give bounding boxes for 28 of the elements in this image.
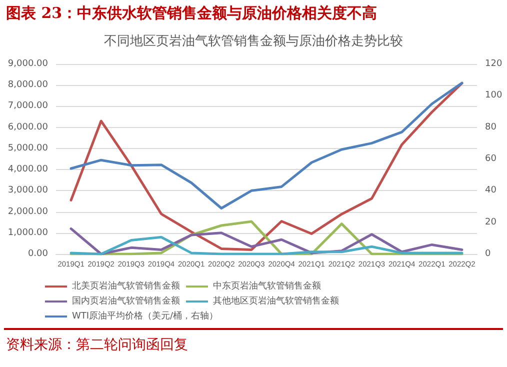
y-tick-label: 6,000.00 (8, 122, 48, 132)
y2-tick-label: 20 (485, 217, 497, 228)
line-series (70, 236, 464, 256)
y-tick-label: 1,000.00 (8, 228, 48, 238)
y-tick-label: 0.00 (28, 249, 48, 259)
y2-tick-label: 60 (485, 154, 497, 164)
y2-tick-label: 80 (485, 122, 497, 132)
chart-title: 图表 23：中东供水软管销售金额与原油价格相关度不高 (5, 3, 378, 24)
y-tick-label: 5,000.00 (8, 143, 48, 154)
y2-tick-label: 40 (485, 186, 497, 196)
y-tick-label: 9,000.00 (8, 59, 48, 69)
line-series (70, 82, 464, 210)
chart-subtitle: 不同地区页岩油气软管销售金额与原油价格走势比较 (104, 34, 403, 49)
y-tick-label: 7,000.00 (8, 101, 48, 112)
y2-tick-label: 120 (485, 59, 502, 69)
legend-label: 中东页岩油气软管销售金额 (213, 280, 321, 292)
y-tick-label: 4,000.00 (8, 164, 48, 175)
legend-label: WTI原油平均价格（美元/桶，右轴） (72, 310, 218, 322)
legend-label: 北美页岩油气软管销售金额 (72, 280, 180, 292)
text: 资料来源：第二轮问询函回复 (5, 336, 189, 354)
y-tick-label: 8,000.00 (8, 80, 48, 90)
legend-label: 其他地区页岩油气软管销售金额 (213, 296, 339, 306)
line-series (70, 82, 464, 252)
legend-label: 国内页岩油气软管销售金额 (72, 296, 180, 306)
y2-tick-label: 100 (485, 90, 502, 101)
y-tick-label: 2,000.00 (8, 206, 48, 217)
y2-tick-label: 0 (485, 249, 491, 259)
y-tick-label: 3,000.00 (8, 186, 48, 196)
